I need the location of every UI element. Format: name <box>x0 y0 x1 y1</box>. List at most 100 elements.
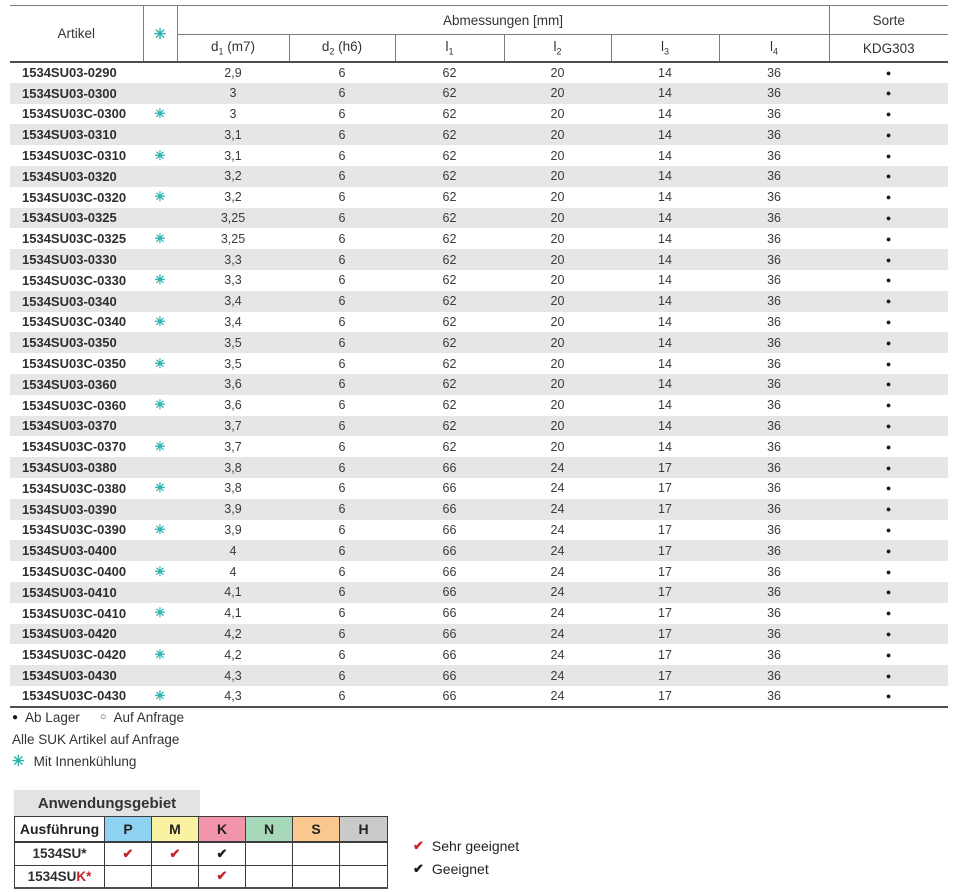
l1-cell: 62 <box>442 190 457 205</box>
d2-cell: 6 <box>338 585 346 600</box>
l4-cell: 36 <box>767 606 781 621</box>
d1-cell: 4 <box>229 543 237 558</box>
d2-cell: 6 <box>338 106 346 121</box>
l4-cell: 36 <box>767 626 781 641</box>
cooling-cell: ✳ <box>143 686 177 707</box>
table-row: 1534SU03-0340 ✳ 3,4 6 62 20 14 36 ● <box>10 290 949 312</box>
cooling-cell: ✳ <box>143 624 177 645</box>
legend-label: Geeignet <box>431 860 489 877</box>
application-table: Ausführung P M K N S H 1534SU* ✔ <box>14 816 388 889</box>
l1-cell: 62 <box>442 294 457 309</box>
snowflake-icon: ✳ <box>154 521 166 537</box>
l1-cell: 62 <box>442 252 457 267</box>
snowflake-icon: ✳ <box>154 480 166 496</box>
l4-cell: 36 <box>767 314 781 329</box>
artikel-cell: 1534SU03-0420 <box>22 626 117 642</box>
check-cell-S <box>292 841 340 866</box>
l4-cell: 36 <box>767 439 781 454</box>
l1-cell: 62 <box>442 148 457 163</box>
snowflake-icon: ✳ <box>154 355 166 371</box>
l4-cell: 36 <box>767 335 781 350</box>
l3-cell: 14 <box>658 356 672 371</box>
l4-cell: 36 <box>767 210 781 225</box>
d1-cell: 4,3 <box>224 668 242 683</box>
cooling-cell: ✳ <box>143 457 177 478</box>
ausfuehrung-cell: 1534SUK* <box>14 864 105 889</box>
artikel-cell: 1534SU03C-0325 <box>22 231 127 247</box>
table-row: 1534SU03-0360 ✳ 3,6 6 62 20 14 36 ● <box>10 373 949 395</box>
d2-cell: 6 <box>338 127 346 142</box>
artikel-cell: 1534SU03-0325 <box>22 210 117 226</box>
stock-indicator: ● <box>885 337 892 348</box>
cooling-cell: ✳ <box>143 644 177 665</box>
l2-cell: 20 <box>550 294 565 309</box>
stock-indicator: ● <box>885 670 892 681</box>
d1-cell: 3,4 <box>224 294 242 309</box>
d2-cell: 6 <box>338 543 346 558</box>
table-row: 1534SU03-0330 ✳ 3,3 6 62 20 14 36 ● <box>10 249 949 270</box>
application-row-1534suk: 1534SUK* ✔ <box>14 864 388 889</box>
check-cell-K: ✔ <box>198 864 246 889</box>
machining-class-header: H <box>339 816 388 843</box>
legend-label: Sehr geeignet <box>431 837 520 854</box>
d2-cell: 6 <box>338 668 346 683</box>
l2-cell: 20 <box>550 169 565 184</box>
stock-indicator: ● <box>885 420 892 431</box>
check-cell-S <box>292 864 340 889</box>
l2-cell: 24 <box>550 606 565 621</box>
l3-cell: 14 <box>658 127 672 142</box>
d1-cell: 4,1 <box>224 585 242 600</box>
l4-cell: 36 <box>767 481 781 496</box>
l4-cell: 36 <box>767 65 781 80</box>
l3-cell: 17 <box>658 460 672 475</box>
cooling-cell: ✳ <box>143 83 177 104</box>
cooling-cell: ✳ <box>143 582 177 603</box>
stock-indicator: ● <box>885 150 892 161</box>
dimensions-group-header: Abmessungen [mm] <box>177 5 830 35</box>
table-row: 1534SU03-0400 ✳ 4 6 66 24 17 36 ● <box>10 540 949 562</box>
l1-cell: 62 <box>442 210 457 225</box>
stock-indicator: ● <box>885 441 892 452</box>
d1-cell: 3,9 <box>224 502 242 517</box>
filled-bullet-icon: ● <box>12 711 19 723</box>
l2-cell: 24 <box>550 585 565 600</box>
check-cell-H <box>339 841 388 866</box>
machining-class-header: S <box>292 816 340 843</box>
stock-indicator: ● <box>885 275 892 286</box>
snowflake-icon: ✳ <box>12 753 25 770</box>
l2-cell: 24 <box>550 543 565 558</box>
table-row: 1534SU03C-0370 ✳ 3,7 6 62 20 14 36 ● <box>10 436 948 457</box>
col-header-kdg303: KDG303 <box>829 34 949 63</box>
machining-class-header: K <box>198 816 246 843</box>
cooling-cell: ✳ <box>143 332 177 353</box>
l1-cell: 62 <box>442 127 457 142</box>
table-row: 1534SU03-0430 ✳ 4,3 6 66 24 17 36 ● <box>10 665 949 686</box>
d1-cell: 4,1 <box>224 606 242 621</box>
d1-cell: 3 <box>229 86 237 101</box>
d2-cell: 6 <box>338 231 346 246</box>
open-bullet-icon: ○ <box>99 711 107 723</box>
l3-cell: 14 <box>658 335 672 350</box>
l2-cell: 20 <box>550 418 565 433</box>
d2-cell: 6 <box>338 252 346 267</box>
l2-cell: 24 <box>550 460 565 475</box>
l4-cell: 36 <box>767 418 781 433</box>
table-row: 1534SU03C-0330 ✳ 3,3 6 62 20 14 36 ● <box>10 270 948 291</box>
d2-cell: 6 <box>338 210 346 225</box>
cooling-cell: ✳ <box>143 353 177 374</box>
table-row: 1534SU03-0390 ✳ 3,9 6 66 24 17 36 ● <box>10 498 949 520</box>
l4-cell: 36 <box>767 502 781 517</box>
cooling-cell: ✳ <box>143 520 177 541</box>
l4-cell: 36 <box>767 231 781 246</box>
l2-cell: 20 <box>550 190 565 205</box>
d1-cell: 3,7 <box>224 418 242 433</box>
l3-cell: 14 <box>658 190 672 205</box>
cooling-cell: ✳ <box>143 436 177 457</box>
artikel-cell: 1534SU03-0340 <box>22 293 117 309</box>
l1-cell: 62 <box>442 335 457 350</box>
d1-cell: 3,25 <box>220 210 246 225</box>
stock-indicator: ● <box>885 316 892 327</box>
cooling-cell: ✳ <box>143 478 177 499</box>
l4-cell: 36 <box>767 190 781 205</box>
